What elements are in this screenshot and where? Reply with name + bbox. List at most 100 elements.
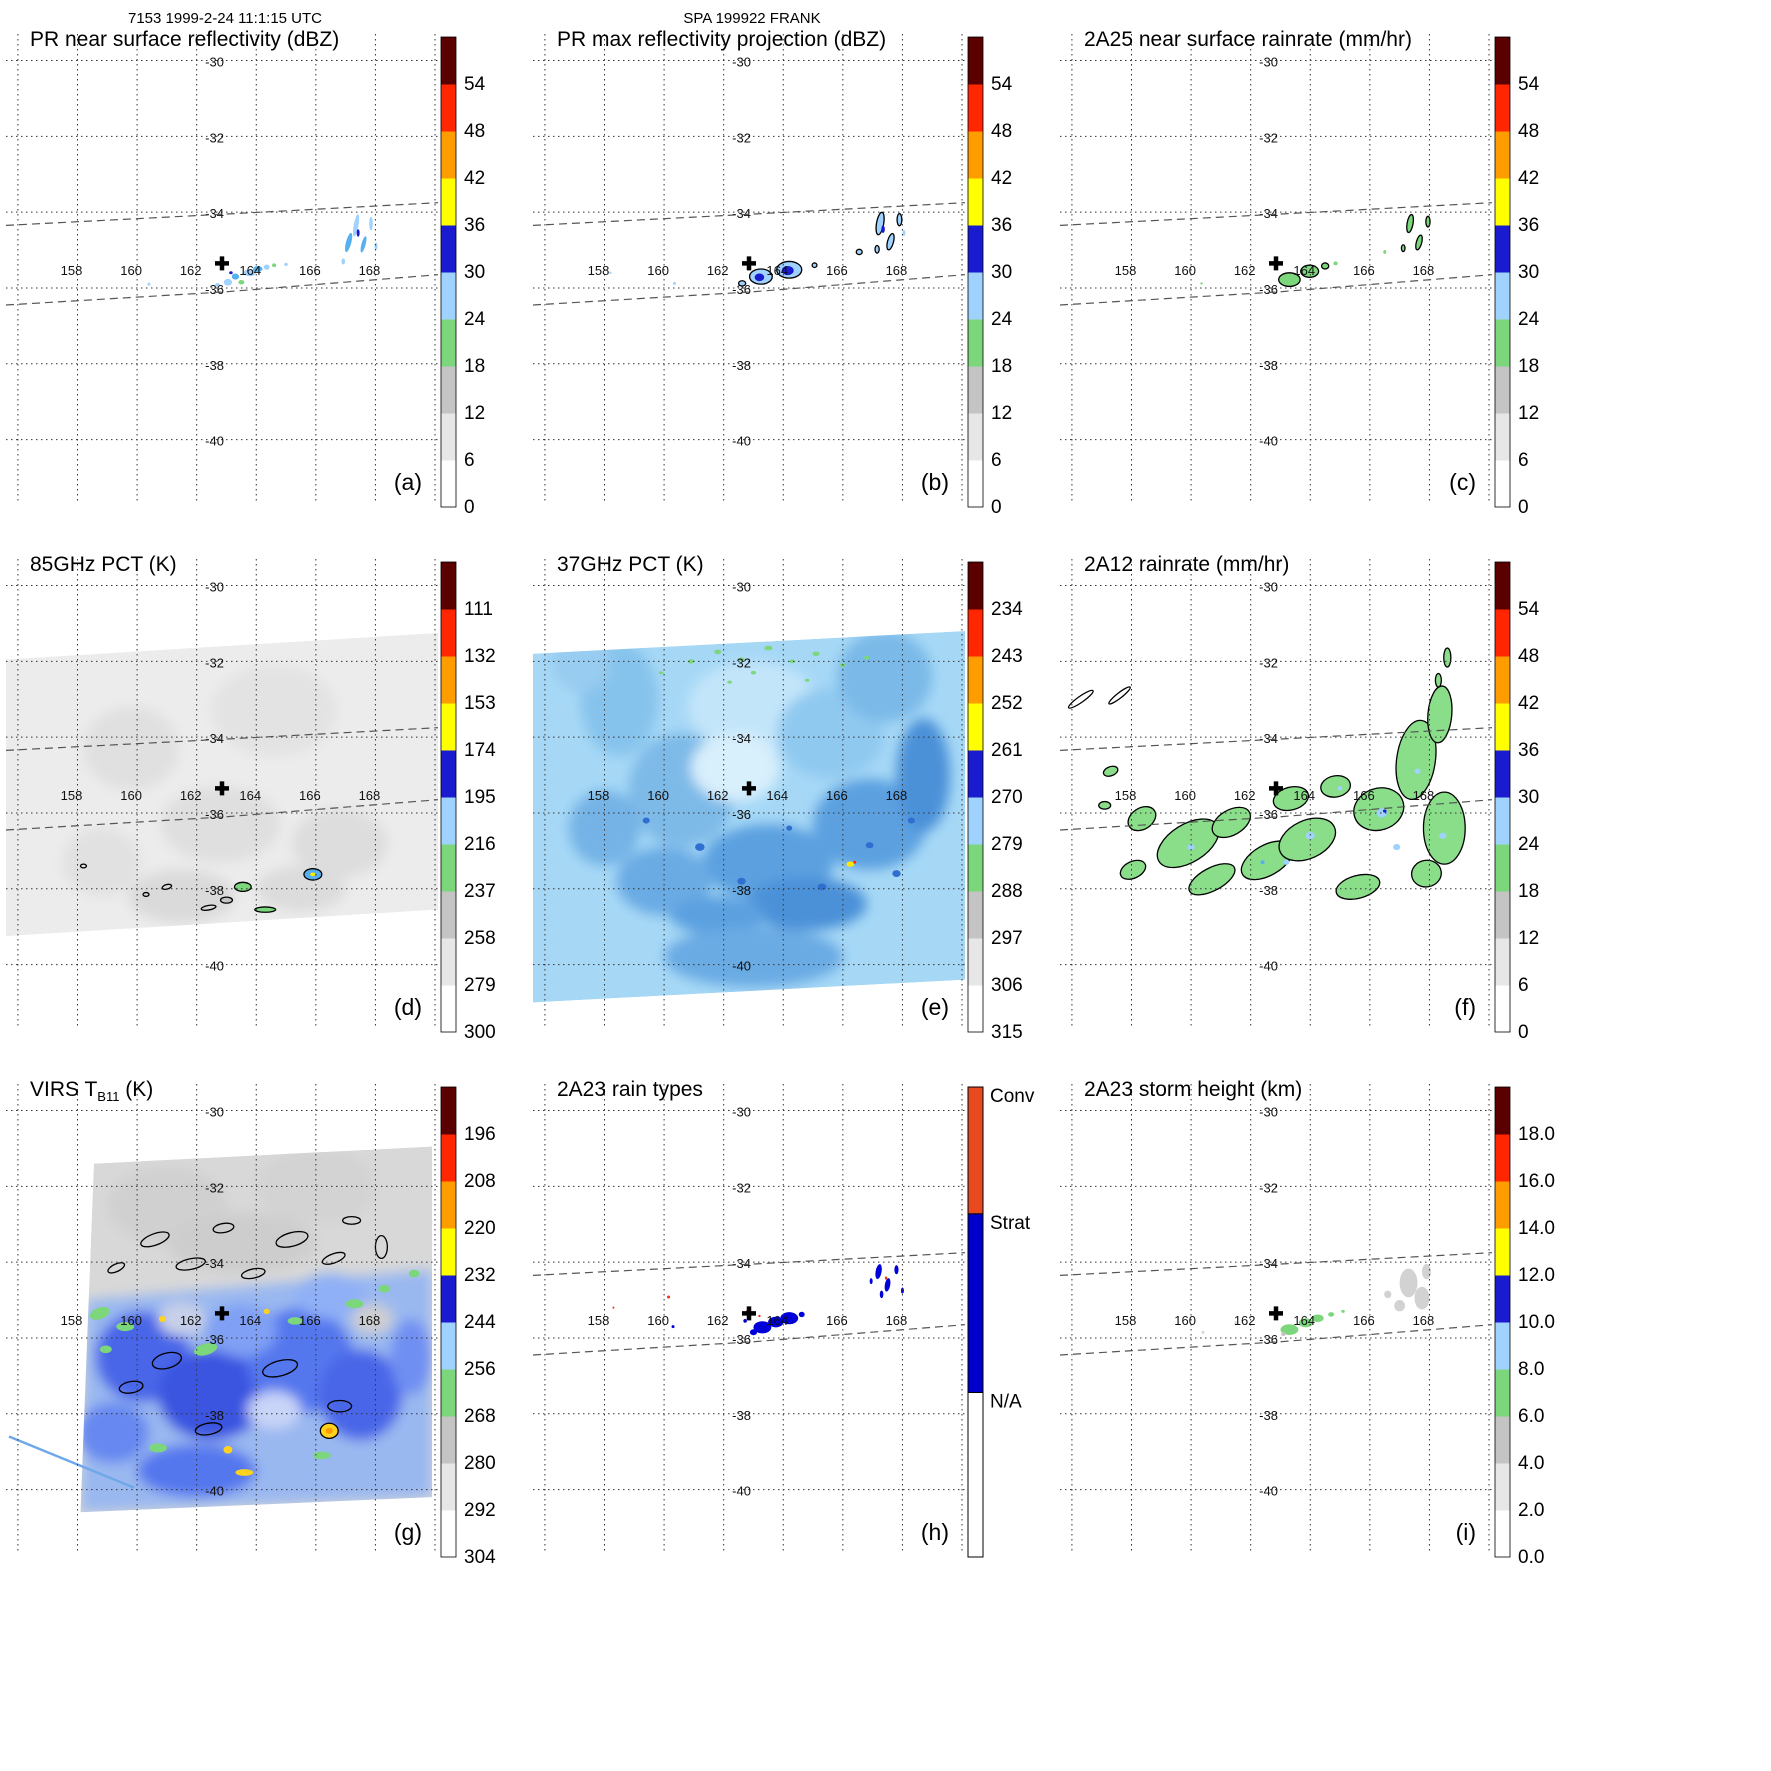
colorbar-tick-label: 8.0	[1518, 1359, 1544, 1380]
svg-text:-30: -30	[732, 55, 751, 70]
colorbar-tick-label: 42	[991, 168, 1012, 189]
colorbar-tick-label: 315	[991, 1022, 1023, 1043]
colorbar-tick-label: 54	[1518, 599, 1540, 620]
svg-text:-32: -32	[732, 1180, 751, 1195]
colorbar-tick-label: 237	[464, 881, 496, 902]
svg-text:164: 164	[1293, 788, 1315, 803]
svg-text:166: 166	[826, 788, 848, 803]
svg-text:162: 162	[1234, 788, 1256, 803]
svg-text:-40: -40	[205, 959, 224, 974]
panel-letter-h: (h)	[921, 1519, 949, 1545]
svg-text:-30: -30	[1259, 55, 1278, 70]
svg-text:-38: -38	[205, 883, 224, 898]
header-orbit-info: 7153 1999-2-24 11:1:15 UTC	[127, 10, 323, 27]
svg-text:166: 166	[299, 788, 321, 803]
svg-text:-32: -32	[205, 130, 224, 145]
map-e: 158 160 162 164 166 168 -30 -32 -34 -36 -38 -40 (e)	[533, 559, 965, 1029]
svg-text:-30: -30	[1259, 1105, 1278, 1120]
colorbar-tick-label: 12	[991, 403, 1012, 424]
panel-letter-f: (f)	[1454, 994, 1476, 1020]
panel-title-e: 37GHz PCT (K)	[557, 553, 704, 576]
colorbar-h: Conv Strat N/A	[967, 1086, 1035, 1558]
colorbar-tick-label: 24	[1518, 834, 1540, 855]
svg-text:168: 168	[1413, 1313, 1435, 1328]
svg-text:168: 168	[1413, 788, 1435, 803]
colorbar-tick-label: 111	[464, 599, 493, 620]
colorbar-tick-label: 0	[464, 497, 475, 518]
panel-h: 2A23 rain types 158 160 162 164 166 168 -30 -32 -…	[527, 1050, 1054, 1575]
svg-text:-36: -36	[732, 807, 751, 822]
colorbar-tick-label: 153	[464, 693, 496, 714]
panel-letter-i: (i)	[1456, 1519, 1476, 1545]
svg-text:-40: -40	[732, 434, 751, 449]
svg-text:164: 164	[766, 788, 788, 803]
map-f: 158 160 162 164 166 168 -30 -32 -34 -36 -38 -40 (f)	[1060, 559, 1492, 1029]
colorbar-f: 0 6 12 18 24 30 36 42 48 54	[1494, 561, 1540, 1043]
colorbar-tick-label: 16.0	[1518, 1171, 1555, 1192]
colorbar-tick-label: 243	[991, 646, 1023, 667]
svg-text:160: 160	[120, 263, 142, 278]
panel-title-h: 2A23 rain types	[557, 1078, 703, 1101]
panel-letter-a: (a)	[394, 469, 422, 495]
colorbar-tick-label: 216	[464, 834, 496, 855]
panel-grid: PR near surface reflectivity (dBZ) 158 160…	[6, 0, 1581, 1575]
svg-text:160: 160	[120, 788, 142, 803]
colorbar-tick-label: 12	[1518, 403, 1539, 424]
panel-b: PR max reflectivity projection (dBZ) 158 1…	[527, 0, 1054, 525]
colorbar-tick-label: 18	[991, 356, 1012, 377]
map-h: 158 160 162 164 166 168 -30 -32 -34 -36 -38 -40 (h)	[533, 1084, 965, 1554]
header-storm-name: SPA 199922 FRANK	[683, 10, 821, 27]
colorbar-tick-label: 30	[991, 262, 1012, 283]
colorbar-tick-label: 0.0	[1518, 1547, 1544, 1568]
colorbar-a: 0 6 12 18 24 30 36 42 48 54	[440, 36, 486, 518]
grid-lines	[6, 34, 438, 504]
svg-text:-38: -38	[732, 358, 751, 373]
svg-text:-40: -40	[1259, 1484, 1278, 1499]
svg-text:158: 158	[1115, 263, 1137, 278]
grid-lines	[533, 1084, 965, 1554]
svg-text:-38: -38	[1259, 1408, 1278, 1423]
panel-title-d: 85GHz PCT (K)	[30, 553, 177, 576]
colorbar-tick-label: 2.0	[1518, 1500, 1544, 1521]
svg-text:-34: -34	[732, 731, 751, 746]
svg-text:158: 158	[1115, 1313, 1137, 1328]
svg-text:-34: -34	[1259, 1256, 1278, 1271]
storm-center-marker	[742, 1306, 756, 1321]
colorbar-tick-label: 6.0	[1518, 1406, 1544, 1427]
grid-lines	[1060, 34, 1492, 504]
svg-text:-36: -36	[205, 807, 224, 822]
colorbar-tick-label: 232	[464, 1265, 496, 1286]
svg-text:-36: -36	[1259, 1332, 1278, 1347]
svg-text:-30: -30	[205, 580, 224, 595]
svg-text:164: 164	[766, 1313, 788, 1328]
svg-text:168: 168	[359, 1313, 381, 1328]
colorbar-tick-label: 12.0	[1518, 1265, 1555, 1286]
svg-text:-38: -38	[732, 883, 751, 898]
grid-labels: 158 160 162 164 166 168 -30 -32 -34 -36 -38 -40	[1115, 55, 1435, 449]
grid-lines	[6, 559, 438, 1029]
svg-text:158: 158	[61, 788, 83, 803]
grid-lines	[1060, 1084, 1492, 1554]
colorbar-tick-label: 196	[464, 1124, 496, 1145]
colorbar-tick-label: 261	[991, 740, 1023, 761]
colorbar-tick-label: 195	[464, 787, 496, 808]
svg-text:160: 160	[647, 788, 669, 803]
colorbar-tick-label: 0	[991, 497, 1002, 518]
svg-text:-32: -32	[1259, 130, 1278, 145]
colorbar-tick-label: 280	[464, 1453, 496, 1474]
svg-text:-30: -30	[205, 55, 224, 70]
map-b: 158 160 162 164 166 168 -30 -32 -34 -36 -38 -40 (b)	[533, 34, 965, 504]
colorbar-tick-label: 36	[1518, 740, 1539, 761]
svg-text:162: 162	[707, 788, 729, 803]
colorbar-tick-label: 4.0	[1518, 1453, 1544, 1474]
panel-letter-d: (d)	[394, 994, 422, 1020]
panel-f: 2A12 rainrate (mm/hr) 158 160 162 164 166 168 -…	[1054, 525, 1581, 1050]
svg-text:160: 160	[647, 263, 669, 278]
svg-text:-36: -36	[732, 1332, 751, 1347]
svg-text:168: 168	[886, 788, 908, 803]
colorbar-tick-label: 48	[1518, 646, 1539, 667]
panel-letter-e: (e)	[921, 994, 949, 1020]
colorbar-tick-label: 48	[464, 121, 485, 142]
colorbar-tick-label: 30	[1518, 262, 1539, 283]
svg-text:-40: -40	[732, 959, 751, 974]
